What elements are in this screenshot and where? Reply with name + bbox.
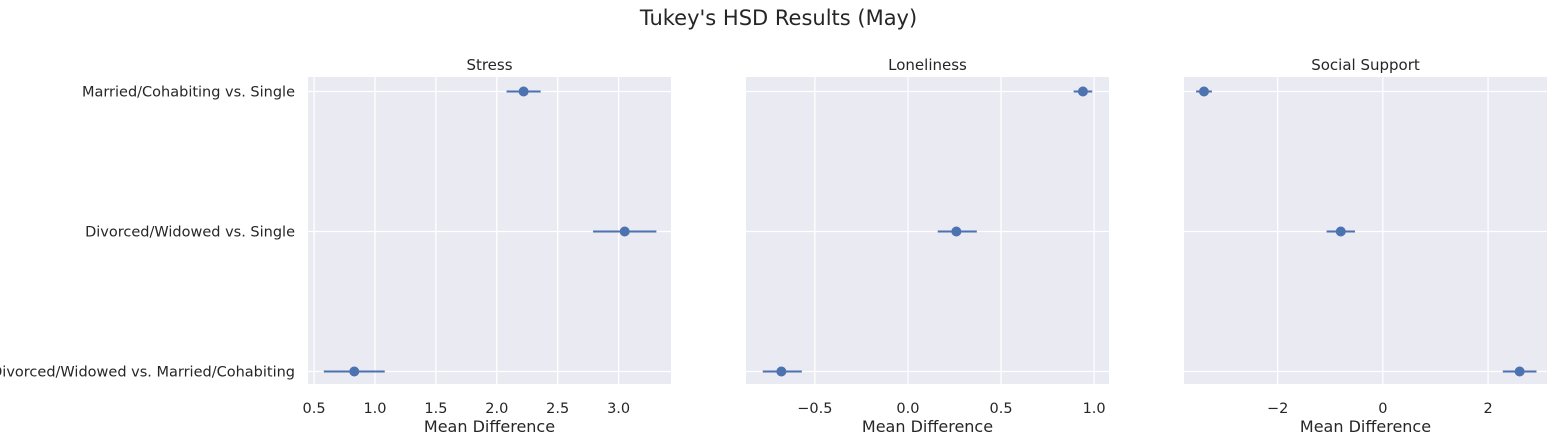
x-axis-label-loneliness: Mean Difference xyxy=(862,417,993,436)
data-point-social-support xyxy=(1335,226,1346,237)
data-point-loneliness xyxy=(1077,86,1088,97)
x-tick-label-stress: 1.0 xyxy=(363,401,386,417)
x-tick-label-social-support: 2 xyxy=(1483,401,1492,417)
data-point-social-support xyxy=(1514,366,1525,377)
panel-title-social-support: Social Support xyxy=(1311,56,1420,74)
x-axis-label-stress: Mean Difference xyxy=(424,417,555,436)
x-tick-label-stress: 0.5 xyxy=(303,401,326,417)
y-tick-label: Divorced/Widowed vs. Married/Cohabiting xyxy=(0,365,295,381)
y-tick-label: Divorced/Widowed vs. Single xyxy=(85,225,295,241)
x-tick-label-stress: 2.5 xyxy=(546,401,569,417)
figure-title: Tukey's HSD Results (May) xyxy=(639,6,918,30)
x-tick-label-loneliness: 0.0 xyxy=(896,401,919,417)
panel-title-loneliness: Loneliness xyxy=(888,56,967,74)
x-tick-label-social-support: −2 xyxy=(1267,401,1288,417)
data-point-social-support xyxy=(1198,86,1209,97)
y-tick-label: Married/Cohabiting vs. Single xyxy=(82,85,295,101)
x-tick-label-social-support: 0 xyxy=(1378,401,1387,417)
x-tick-label-loneliness: 1.0 xyxy=(1083,401,1106,417)
x-tick-label-stress: 1.5 xyxy=(424,401,447,417)
data-point-loneliness xyxy=(951,226,962,237)
data-point-stress xyxy=(349,366,360,377)
data-point-stress xyxy=(518,86,529,97)
x-tick-label-stress: 3.0 xyxy=(607,401,630,417)
x-tick-label-loneliness: −0.5 xyxy=(797,401,832,417)
panel-background-loneliness xyxy=(746,77,1109,384)
data-point-stress xyxy=(619,226,630,237)
x-tick-label-stress: 2.0 xyxy=(485,401,508,417)
data-point-loneliness xyxy=(776,366,787,377)
x-tick-label-loneliness: 0.5 xyxy=(989,401,1012,417)
x-axis-label-social-support: Mean Difference xyxy=(1300,417,1431,436)
panel-title-stress: Stress xyxy=(466,56,512,74)
panel-background-social-support xyxy=(1184,77,1547,384)
